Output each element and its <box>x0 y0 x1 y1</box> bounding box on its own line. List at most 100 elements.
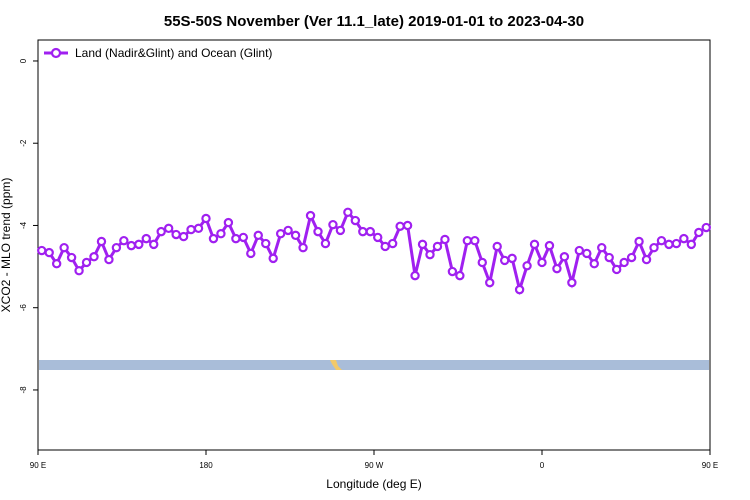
data-point <box>373 232 383 243</box>
data-point <box>44 247 54 258</box>
data-point <box>499 255 510 266</box>
data-point <box>298 242 308 253</box>
data-point <box>208 233 219 244</box>
data-point <box>597 242 607 253</box>
data-point <box>126 240 137 251</box>
data-point <box>619 257 629 268</box>
series-line <box>41 209 708 296</box>
x-tick-label: 0 <box>540 461 545 470</box>
data-point <box>537 257 547 268</box>
data-point <box>529 239 540 250</box>
data-point <box>507 253 517 264</box>
data-point <box>96 236 107 247</box>
y-tick-label: -2 <box>19 139 28 147</box>
data-point <box>432 241 443 252</box>
data-point <box>320 238 331 249</box>
y-tick-label: -4 <box>19 221 28 229</box>
data-point <box>283 225 293 236</box>
data-point <box>171 229 181 240</box>
data-point <box>649 242 659 253</box>
data-point <box>417 239 428 250</box>
data-point <box>186 224 196 235</box>
data-point <box>104 254 114 265</box>
data-point <box>81 257 92 268</box>
data-point <box>701 222 711 233</box>
data-point <box>231 233 241 244</box>
data-point <box>201 213 211 224</box>
data-point <box>410 270 420 281</box>
x-tick-label: 90 E <box>702 461 718 470</box>
data-point <box>313 226 323 237</box>
data-point <box>66 252 77 263</box>
data-point <box>246 248 256 259</box>
data-point <box>694 227 704 238</box>
y-tick-label: 0 <box>19 58 28 63</box>
data-point <box>559 252 570 262</box>
data-point <box>51 259 62 269</box>
data-point <box>261 238 271 249</box>
data-point <box>290 230 301 241</box>
data-point <box>492 241 502 252</box>
y-axis-label: XCO2 - MLO trend (ppm) <box>0 178 13 313</box>
y-tick-label: -6 <box>19 304 28 312</box>
data-point <box>223 217 234 228</box>
data-point <box>350 215 361 226</box>
data-point <box>59 242 69 253</box>
data-point <box>253 230 263 241</box>
data-point <box>514 284 525 295</box>
data-point <box>163 223 174 234</box>
data-point <box>238 232 249 243</box>
data-point <box>671 238 682 249</box>
data-point <box>425 249 435 260</box>
data-point <box>343 207 353 218</box>
data-point <box>216 228 226 239</box>
data-point <box>477 257 487 268</box>
data-point <box>395 221 405 231</box>
data-point <box>402 220 413 231</box>
data-point <box>641 254 652 265</box>
data-point <box>686 239 697 250</box>
data-point <box>156 226 166 237</box>
data-point <box>656 235 667 246</box>
x-tick-label: 180 <box>199 461 213 470</box>
data-point <box>470 235 480 246</box>
data-point <box>522 261 532 271</box>
data-point <box>544 240 555 251</box>
data-point <box>589 259 599 269</box>
data-point <box>552 263 562 274</box>
data-point <box>582 248 592 259</box>
data-point <box>119 235 129 246</box>
x-tick-label: 90 W <box>365 461 384 470</box>
data-point <box>358 226 368 237</box>
y-tick-label: -8 <box>19 386 28 394</box>
legend-label: Land (Nadir&Glint) and Ocean (Glint) <box>75 46 272 60</box>
data-point <box>387 238 398 249</box>
data-point <box>149 239 159 250</box>
data-point <box>626 252 637 263</box>
land-strip <box>39 360 709 370</box>
data-point <box>455 270 465 281</box>
data-point <box>134 239 144 250</box>
data-point <box>89 252 99 262</box>
data-point <box>37 245 47 256</box>
data-point <box>380 241 390 252</box>
data-point <box>193 223 204 234</box>
data-point <box>462 235 473 246</box>
data-point <box>328 219 338 230</box>
data-point <box>604 252 614 263</box>
data-point <box>141 233 151 244</box>
x-axis-label: Longitude (deg E) <box>326 477 421 491</box>
data-point <box>111 242 122 253</box>
legend-marker <box>50 47 62 59</box>
data-point <box>275 228 286 239</box>
data-point <box>611 264 622 275</box>
data-point <box>567 277 577 288</box>
data-point <box>574 245 585 256</box>
data-point <box>679 233 689 244</box>
data-point <box>335 225 346 236</box>
data-point <box>268 253 278 264</box>
data-point <box>634 236 644 247</box>
data-point <box>440 234 450 245</box>
data-point <box>447 266 458 277</box>
